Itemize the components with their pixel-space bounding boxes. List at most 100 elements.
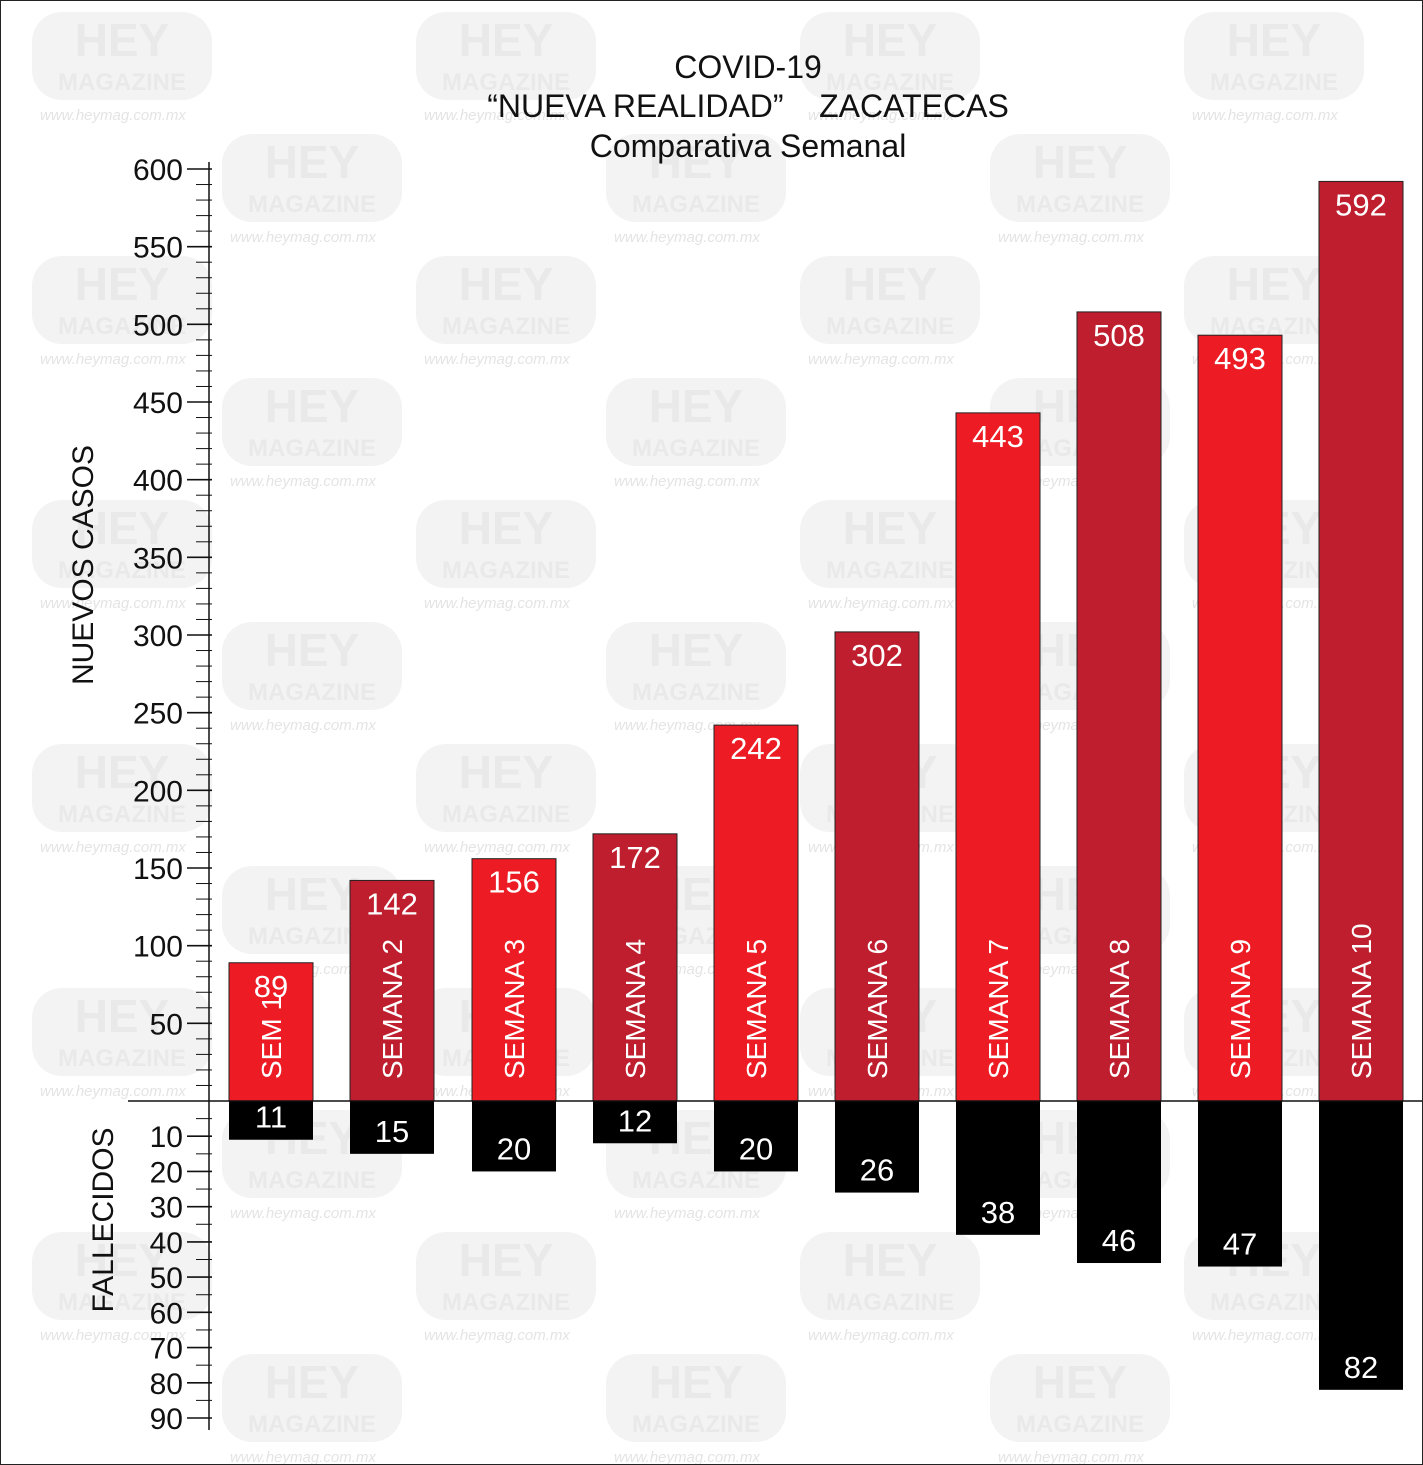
value-label-fallecidos: 11 [255,1100,287,1135]
svg-text:MAGAZINE: MAGAZINE [58,557,186,584]
svg-text:www.heymag.com.mx: www.heymag.com.mx [808,1327,954,1344]
svg-text:www.heymag.com.mx: www.heymag.com.mx [40,107,186,124]
svg-text:MAGAZINE: MAGAZINE [632,435,760,462]
category-label: SEMANA 5 [741,939,772,1079]
svg-text:MAGAZINE: MAGAZINE [1210,69,1338,96]
value-label-fallecidos: 20 [739,1131,773,1166]
svg-text:www.heymag.com.mx: www.heymag.com.mx [230,1205,376,1222]
category-label: SEMANA 6 [862,939,893,1079]
svg-text:HEY: HEY [75,990,170,1042]
chart-title: COVID-19 “NUEVA REALIDAD” ZACATECAS Comp… [487,49,1009,164]
watermark-layer: HEY MAGAZINE www.heymag.com.mx HEY MAGAZINE w… [32,12,1364,1465]
svg-text:MAGAZINE: MAGAZINE [632,679,760,706]
value-label-nuevos-casos: 592 [1335,187,1387,222]
svg-text:HEY: HEY [459,14,554,66]
bar-fallecidos [472,1101,556,1172]
category-label: SEMANA 7 [983,939,1014,1079]
svg-text:HEY: HEY [843,14,938,66]
svg-text:HEY: HEY [265,136,360,188]
svg-text:www.heymag.com.mx: www.heymag.com.mx [614,473,760,490]
svg-text:www.heymag.com.mx: www.heymag.com.mx [40,351,186,368]
value-label-nuevos-casos: 302 [851,638,903,673]
svg-text:HEY: HEY [75,1234,170,1286]
svg-text:www.heymag.com.mx: www.heymag.com.mx [40,595,186,612]
svg-text:MAGAZINE: MAGAZINE [442,801,570,828]
svg-text:www.heymag.com.mx: www.heymag.com.mx [1192,107,1338,124]
svg-text:HEY: HEY [1033,1356,1128,1408]
svg-text:HEY: HEY [459,258,554,310]
svg-text:HEY: HEY [459,502,554,554]
bar-nuevos-casos [592,833,678,1102]
svg-text:www.heymag.com.mx: www.heymag.com.mx [230,473,376,490]
bar-nuevos-casos [955,412,1041,1102]
y-tick-label-top: 250 [133,698,183,731]
y-tick-label-bottom: 50 [150,1262,183,1295]
svg-text:MAGAZINE: MAGAZINE [248,1167,376,1194]
category-label: SEMANA 4 [620,939,651,1079]
svg-text:www.heymag.com.mx: www.heymag.com.mx [998,229,1144,246]
value-label-nuevos-casos: 242 [730,731,782,766]
svg-text:HEY: HEY [75,502,170,554]
svg-text:HEY: HEY [75,746,170,798]
watermark-logo: HEY MAGAZINE www.heymag.com.mx [32,12,212,124]
svg-text:MAGAZINE: MAGAZINE [632,191,760,218]
svg-text:MAGAZINE: MAGAZINE [248,191,376,218]
svg-text:MAGAZINE: MAGAZINE [826,557,954,584]
y-axis-title-bottom: FALLECIDOS [87,1127,120,1312]
svg-text:HEY: HEY [1033,136,1128,188]
category-label: SEM 1 [256,995,287,1079]
svg-text:HEY: HEY [649,380,744,432]
y-tick-label-top: 300 [133,620,183,653]
bar-fallecidos [835,1101,919,1193]
svg-text:MAGAZINE: MAGAZINE [58,313,186,340]
svg-text:www.heymag.com.mx: www.heymag.com.mx [614,229,760,246]
category-label: SEMANA 9 [1225,939,1256,1079]
watermark-logo: HEY MAGAZINE www.heymag.com.mx [1184,12,1364,124]
watermark-logo: HEY MAGAZINE www.heymag.com.mx [990,134,1170,246]
bar-nuevos-casos [1197,334,1283,1102]
y-tick-label-bottom: 20 [150,1156,183,1189]
category-label: SEMANA 10 [1346,923,1377,1079]
y-tick-label-top: 450 [133,387,183,420]
svg-text:www.heymag.com.mx: www.heymag.com.mx [808,107,954,124]
bar-nuevos-casos [349,879,435,1102]
svg-text:www.heymag.com.mx: www.heymag.com.mx [614,1449,760,1465]
watermark-logo: HEY MAGAZINE www.heymag.com.mx [416,256,596,368]
svg-text:MAGAZINE: MAGAZINE [442,557,570,584]
watermark-logo: HEY MAGAZINE www.heymag.com.mx [32,256,212,368]
watermark-logo: HEY MAGAZINE www.heymag.com.mx [606,134,786,246]
svg-text:www.heymag.com.mx: www.heymag.com.mx [808,595,954,612]
y-tick-label-top: 50 [150,1008,183,1041]
svg-text:HEY: HEY [265,624,360,676]
watermark-logo: HEY MAGAZINE www.heymag.com.mx [32,1232,212,1344]
svg-text:HEY: HEY [459,746,554,798]
svg-text:HEY: HEY [265,380,360,432]
value-label-nuevos-casos: 508 [1093,318,1145,353]
bar-nuevos-casos [471,858,557,1102]
value-label-nuevos-casos: 493 [1214,341,1266,376]
svg-text:HEY: HEY [843,258,938,310]
svg-text:HEY: HEY [649,136,744,188]
watermark-logo: HEY MAGAZINE www.heymag.com.mx [416,744,596,856]
y-tick-label-top: 600 [133,154,183,187]
y-tick-label-top: 100 [133,931,183,964]
watermark-logo: HEY MAGAZINE www.heymag.com.mx [606,378,786,490]
svg-text:MAGAZINE: MAGAZINE [1016,191,1144,218]
bar-nuevos-casos [1076,311,1162,1102]
value-label-fallecidos: 47 [1223,1227,1257,1262]
watermark-logo: HEY MAGAZINE www.heymag.com.mx [416,500,596,612]
bar-fallecidos [1319,1101,1403,1390]
chart-title-line-1: COVID-19 [674,49,822,85]
bar-fallecidos [350,1101,434,1154]
category-label: SEMANA 8 [1104,939,1135,1079]
watermark-logo: HEY MAGAZINE www.heymag.com.mx [800,1232,980,1344]
watermark-logo: HEY MAGAZINE www.heymag.com.mx [416,1232,596,1344]
svg-text:MAGAZINE: MAGAZINE [1016,1411,1144,1438]
svg-text:MAGAZINE: MAGAZINE [1210,1289,1338,1316]
svg-text:MAGAZINE: MAGAZINE [58,69,186,96]
y-tick-label-top: 550 [133,232,183,265]
svg-text:HEY: HEY [459,1234,554,1286]
value-label-fallecidos: 12 [618,1103,652,1138]
watermark-logo: HEY MAGAZINE www.heymag.com.mx [222,134,402,246]
